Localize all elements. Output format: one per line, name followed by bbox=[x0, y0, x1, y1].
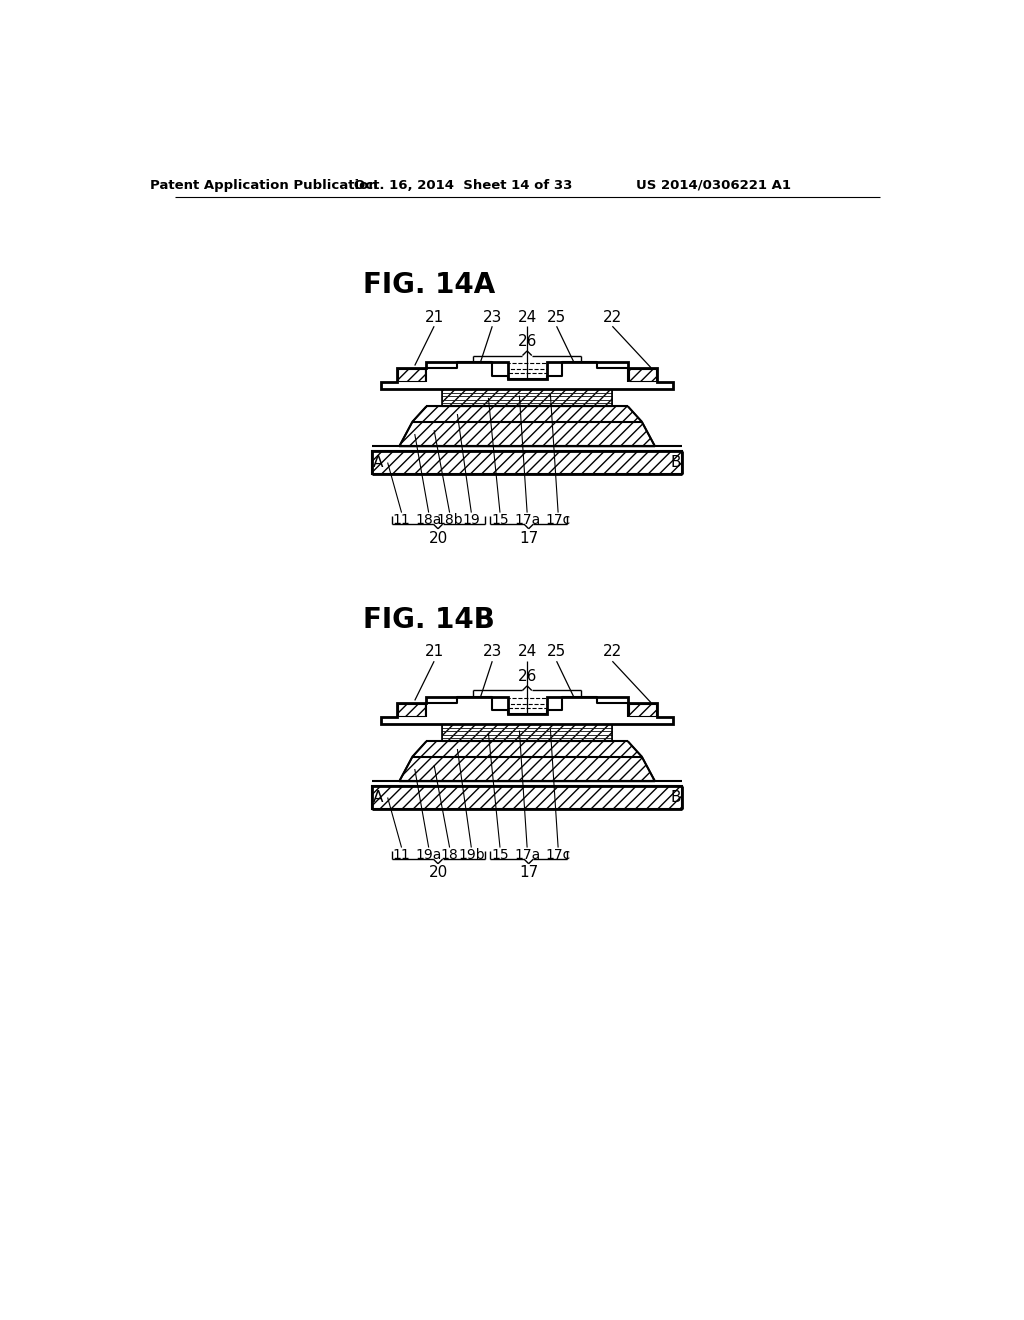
Text: 15: 15 bbox=[492, 513, 509, 527]
Text: 22: 22 bbox=[603, 644, 622, 660]
Text: 18b: 18b bbox=[436, 513, 463, 527]
Text: 24: 24 bbox=[517, 644, 537, 660]
Polygon shape bbox=[381, 697, 673, 725]
Text: A: A bbox=[373, 789, 384, 805]
Text: 20: 20 bbox=[428, 866, 447, 880]
Polygon shape bbox=[442, 727, 612, 731]
Polygon shape bbox=[399, 756, 655, 781]
Text: 26: 26 bbox=[517, 334, 537, 350]
Text: 25: 25 bbox=[547, 309, 566, 325]
Text: Patent Application Publication: Patent Application Publication bbox=[150, 178, 378, 191]
Text: 15: 15 bbox=[492, 849, 509, 862]
Polygon shape bbox=[413, 742, 642, 756]
Polygon shape bbox=[442, 731, 612, 734]
Text: B: B bbox=[671, 789, 681, 805]
Polygon shape bbox=[398, 704, 425, 715]
Text: 21: 21 bbox=[425, 309, 443, 325]
Polygon shape bbox=[442, 400, 612, 403]
Polygon shape bbox=[630, 368, 655, 381]
Polygon shape bbox=[372, 451, 682, 474]
Text: 11: 11 bbox=[392, 849, 411, 862]
Text: US 2014/0306221 A1: US 2014/0306221 A1 bbox=[636, 178, 791, 191]
Polygon shape bbox=[630, 704, 655, 715]
Text: 21: 21 bbox=[425, 644, 443, 660]
Polygon shape bbox=[442, 738, 612, 742]
Polygon shape bbox=[442, 396, 612, 400]
Text: 26: 26 bbox=[517, 669, 537, 684]
Text: 19: 19 bbox=[463, 513, 480, 527]
Text: 18a: 18a bbox=[416, 513, 442, 527]
Text: A: A bbox=[373, 455, 384, 470]
Polygon shape bbox=[372, 785, 682, 809]
Text: 11: 11 bbox=[392, 513, 411, 527]
Text: 24: 24 bbox=[517, 309, 537, 325]
Text: Oct. 16, 2014  Sheet 14 of 33: Oct. 16, 2014 Sheet 14 of 33 bbox=[353, 178, 572, 191]
Text: 17c: 17c bbox=[546, 513, 570, 527]
Text: 23: 23 bbox=[482, 309, 502, 325]
Text: 22: 22 bbox=[603, 309, 622, 325]
Text: FIG. 14B: FIG. 14B bbox=[362, 606, 495, 635]
Text: 17: 17 bbox=[519, 531, 539, 545]
Polygon shape bbox=[399, 422, 655, 446]
Text: 19a: 19a bbox=[416, 849, 442, 862]
Text: 23: 23 bbox=[482, 644, 502, 660]
Text: FIG. 14A: FIG. 14A bbox=[362, 272, 495, 300]
Polygon shape bbox=[442, 389, 612, 393]
Text: B: B bbox=[671, 455, 681, 470]
Text: 25: 25 bbox=[547, 644, 566, 660]
Text: 18: 18 bbox=[440, 849, 459, 862]
Text: 17a: 17a bbox=[514, 849, 541, 862]
Polygon shape bbox=[442, 734, 612, 738]
Polygon shape bbox=[381, 362, 673, 389]
Text: 17c: 17c bbox=[546, 849, 570, 862]
Polygon shape bbox=[442, 725, 612, 727]
Text: 19b: 19b bbox=[458, 849, 484, 862]
Text: 17: 17 bbox=[519, 866, 539, 880]
Polygon shape bbox=[398, 368, 425, 381]
Text: 17a: 17a bbox=[514, 513, 541, 527]
Polygon shape bbox=[442, 403, 612, 407]
Polygon shape bbox=[442, 393, 612, 396]
Text: 20: 20 bbox=[428, 531, 447, 545]
Polygon shape bbox=[413, 407, 642, 422]
